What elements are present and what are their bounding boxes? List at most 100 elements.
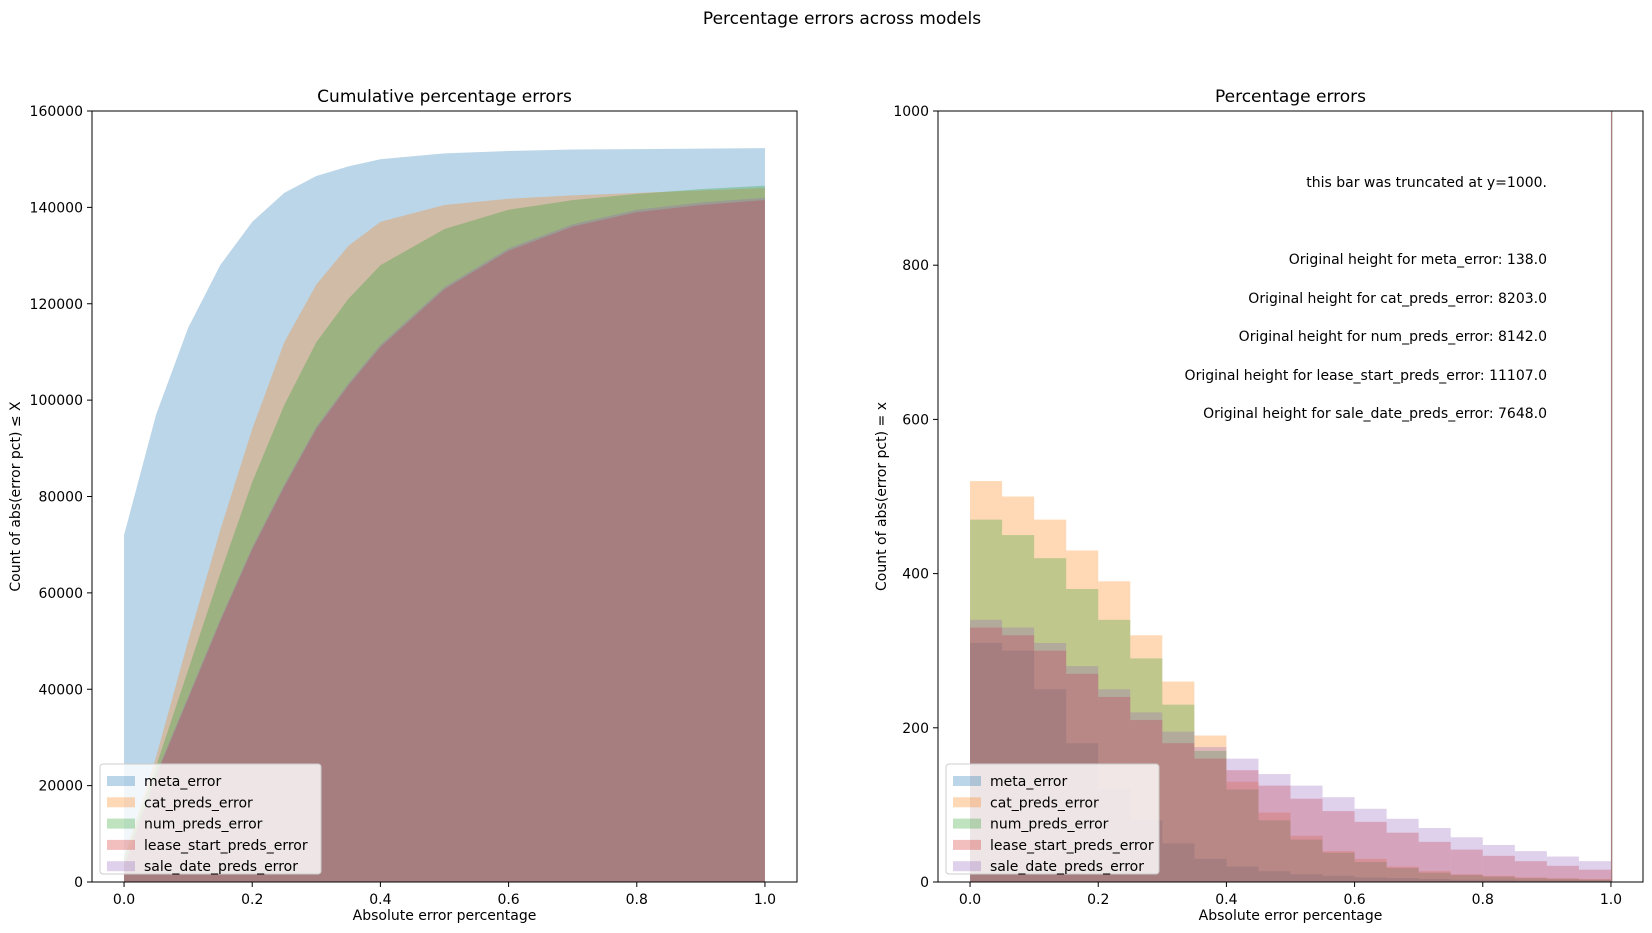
bar-num_preds_error (1386, 868, 1419, 882)
bar-num_preds_error (1194, 750, 1227, 882)
bar-lease_start_preds_error (1418, 841, 1451, 882)
annotation-cat-preds-error: Original height for cat_preds_error: 820… (1248, 291, 1547, 307)
bar-lease_start_preds_error (1322, 811, 1355, 882)
y-tick-label: 200 (902, 721, 929, 737)
legend-swatch (107, 839, 135, 850)
area-sale_date_preds_error (124, 197, 765, 883)
x-axis-ticks: 0.0 0.2 0.4 0.6 0.8 1.0 (959, 882, 1622, 908)
x-tick-label: 0.0 (113, 892, 135, 908)
bar-num_preds_error (1514, 878, 1547, 882)
y-axis-ticks: 0 20000 40000 60000 80000 100000 120000 140000 1… (30, 104, 92, 891)
bar-meta_error (1226, 866, 1259, 882)
legend: meta_error cat_preds_error num_preds_error… (99, 763, 322, 875)
area-num_preds_error (124, 185, 765, 883)
legend-label: meta_error (144, 774, 221, 790)
bar-lease_start_preds_error (1514, 861, 1547, 882)
y-tick-label: 0 (74, 875, 83, 891)
bar-sale_date_preds_error (1450, 837, 1483, 882)
bar-lease_start_preds_error (1610, 111, 1613, 882)
bar-meta_error (1546, 880, 1579, 882)
y-tick-label: 160000 (30, 104, 83, 120)
legend-box (945, 763, 1160, 875)
chart-title: Percentage errors (1215, 87, 1366, 107)
x-axis-label: Absolute error percentage (353, 908, 537, 924)
x-tick-label: 0.8 (1472, 892, 1494, 908)
bar-cat_preds_error (1450, 874, 1483, 882)
bar-cat_preds_error (1194, 735, 1227, 882)
bar-meta_error (1418, 878, 1451, 882)
plot-frame (937, 110, 1644, 883)
bar-num_preds_error (1354, 861, 1387, 882)
y-tick-label: 60000 (38, 586, 83, 602)
bar-num_preds_error (1418, 872, 1451, 882)
x-tick-label: 0.8 (626, 892, 648, 908)
y-tick-label: 0 (920, 875, 929, 891)
y-axis-label: Count of abs(error pct) = x (874, 402, 890, 591)
bar-lease_start_preds_error (1450, 849, 1483, 882)
bar-lease_start_preds_error (1354, 821, 1387, 882)
bar-num_preds_error (1578, 879, 1611, 882)
y-tick-label: 600 (902, 412, 929, 428)
bar-lease_start_preds_error (1258, 785, 1291, 882)
bar-lease_start_preds_error (1162, 743, 1195, 882)
x-tick-label: 0.2 (1087, 892, 1109, 908)
bar-sale_date_preds_error (1194, 747, 1227, 882)
bar-sale_date_preds_error (1610, 111, 1613, 882)
y-tick-label: 80000 (38, 490, 83, 506)
bar-sale_date_preds_error (1226, 758, 1259, 882)
bar-lease_start_preds_error (1290, 798, 1323, 882)
bar-cat_preds_error (1258, 812, 1291, 882)
legend-label: lease_start_preds_error (144, 838, 308, 854)
legend-label: num_preds_error (144, 817, 263, 833)
y-axis-ticks: 0 200 400 600 800 1000 (893, 104, 938, 891)
annotation-lease-start-preds-error: Original height for lease_start_preds_er… (1185, 368, 1547, 384)
bar-sale_date_preds_error (1386, 818, 1419, 882)
histogram-chart: 0 200 400 600 800 1000 0.0 0.2 0.4 0.6 0.8 1.0 Per… (874, 87, 1644, 924)
legend-box (99, 763, 322, 875)
bar-num_preds_error (1482, 876, 1515, 882)
bar-sale_date_preds_error (1514, 851, 1547, 882)
legend-label: sale_date_preds_error (144, 859, 298, 875)
bar-meta_error (1258, 871, 1291, 882)
bar-meta_error (1386, 878, 1419, 882)
bar-meta_error (1578, 880, 1611, 882)
bar-num_preds_error (1610, 111, 1613, 882)
legend-swatch (107, 797, 135, 808)
x-tick-label: 0.4 (1215, 892, 1237, 908)
x-axis-label: Absolute error percentage (1199, 908, 1383, 924)
bar-lease_start_preds_error (1578, 869, 1611, 882)
y-tick-label: 400 (902, 567, 929, 583)
figure-suptitle: Percentage errors across models (703, 9, 981, 29)
bar-cat_preds_error (1610, 111, 1613, 882)
legend-swatch (953, 861, 981, 872)
legend-label: meta_error (990, 774, 1067, 790)
bar-num_preds_error (1322, 852, 1355, 882)
bar-lease_start_preds_error (1194, 758, 1227, 882)
bar-meta_error (1610, 111, 1613, 882)
y-tick-label: 1000 (893, 104, 929, 120)
bar-meta_error (1290, 874, 1323, 882)
bar-lease_start_preds_error (1226, 770, 1259, 882)
area-meta_error (124, 148, 765, 882)
bar-cat_preds_error (1354, 858, 1387, 882)
annotation-meta-error: Original height for meta_error: 138.0 (1289, 252, 1547, 268)
bar-cat_preds_error (1514, 877, 1547, 882)
bar-cat_preds_error (1226, 781, 1259, 882)
bar-sale_date_preds_error (1482, 844, 1515, 882)
bar-cat_preds_error (1546, 878, 1579, 882)
bar-num_preds_error (1162, 704, 1195, 882)
bar-num_preds_error (1226, 789, 1259, 882)
bar-cat_preds_error (1578, 878, 1611, 882)
x-tick-label: 0.4 (369, 892, 391, 908)
bar-sale_date_preds_error (1546, 856, 1579, 882)
x-tick-label: 0.0 (959, 892, 981, 908)
chart-title: Cumulative percentage errors (317, 87, 572, 107)
bar-sale_date_preds_error (1290, 785, 1323, 882)
cumulative-chart: 0 20000 40000 60000 80000 100000 120000 140000 1… (8, 87, 798, 924)
bar-num_preds_error (1258, 820, 1291, 882)
y-tick-label: 120000 (30, 297, 83, 313)
plot-frame (91, 110, 798, 883)
bar-cat_preds_error (1482, 875, 1515, 882)
bar-cat_preds_error (1322, 851, 1355, 882)
bar-sale_date_preds_error (1322, 797, 1355, 882)
